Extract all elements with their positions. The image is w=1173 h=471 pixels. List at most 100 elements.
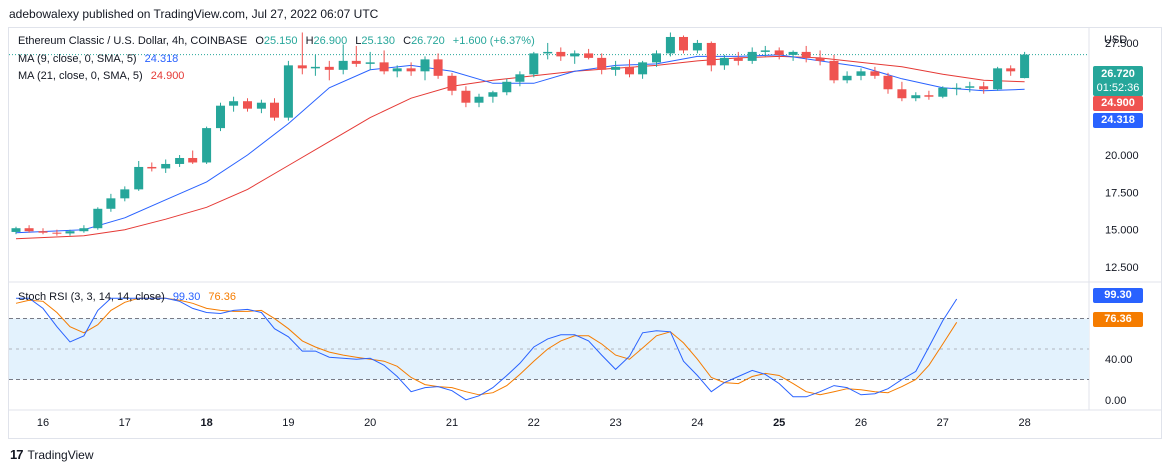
ohlc-close: C26.720: [403, 35, 445, 47]
candle-body: [625, 66, 635, 75]
candle-body: [938, 87, 948, 97]
ma21-badge: 24.900: [1093, 96, 1143, 111]
candle-body: [11, 228, 21, 232]
ma21-label: MA (21, close, 0, SMA, 5): [18, 70, 143, 82]
candle-body: [79, 228, 89, 232]
candle-body: [719, 57, 729, 66]
candle-body: [134, 166, 144, 190]
time-tick-label: 27: [937, 417, 949, 429]
time-tick-label: 21: [446, 417, 458, 429]
candle-body: [52, 232, 62, 234]
candle-body: [897, 89, 907, 99]
price-tick-label: 27.500: [1105, 38, 1139, 50]
price-legend: Ethereum Classic / U.S. Dollar, 4h, COIN…: [18, 35, 540, 47]
candle-body: [147, 166, 157, 169]
stoch-tick-label: 40.00: [1105, 354, 1133, 366]
ohlc-open: O25.150: [255, 35, 298, 47]
candle-body: [883, 75, 893, 90]
ohlc-high: H26.900: [305, 35, 348, 47]
candle-body: [488, 92, 498, 97]
stoch-k-line: [16, 297, 958, 401]
chart-frame: [8, 27, 1162, 439]
ma9-line: [15, 54, 1025, 234]
stoch-label: Stoch RSI (3, 3, 14, 14, close): [18, 291, 165, 303]
price-tick-label: 17.500: [1105, 187, 1139, 199]
candle-body: [801, 51, 811, 58]
candle-body: [161, 163, 171, 169]
time-tick-label: 19: [282, 417, 294, 429]
symbol-title: Ethereum Classic / U.S. Dollar, 4h, COIN…: [18, 35, 248, 47]
candle-body: [747, 51, 757, 61]
candle-body: [611, 66, 621, 70]
tradingview-logo-icon: 17: [10, 447, 24, 462]
candle-body: [733, 57, 743, 61]
ma9-label: MA (9, close, 0, SMA, 5): [18, 53, 137, 65]
time-tick-label: 18: [200, 417, 212, 429]
candle-body: [447, 75, 457, 91]
candle-body: [338, 60, 348, 70]
candle-body: [310, 66, 320, 69]
candle-body: [993, 68, 1003, 90]
candle-body: [24, 228, 34, 232]
candle-body: [924, 95, 934, 97]
publisher-text: adebowalexy published on TradingView.com…: [9, 7, 379, 21]
time-tick-label: 20: [364, 417, 376, 429]
time-tick-label: 26: [855, 417, 867, 429]
footer: 17 TradingView: [10, 447, 94, 462]
candle-body: [406, 68, 416, 72]
candle-body: [216, 105, 226, 129]
candle-body: [1006, 68, 1016, 72]
time-tick-label: 17: [119, 417, 131, 429]
candle-body: [283, 65, 293, 118]
candle-body: [815, 57, 825, 61]
candle-body: [188, 157, 198, 163]
candle-body: [692, 42, 702, 51]
stoch-d-value: 76.36: [208, 291, 236, 303]
ma21-value: 24.900: [150, 70, 185, 82]
candle-body: [965, 86, 975, 88]
candle-body: [638, 62, 648, 75]
candle-body: [952, 87, 962, 89]
time-tick-label: 23: [609, 417, 621, 429]
candle-body: [324, 66, 334, 70]
time-tick-label: 24: [691, 417, 703, 429]
stoch-d-badge: 76.36: [1093, 312, 1143, 327]
candle-body: [665, 36, 675, 54]
currency-label: USD: [1104, 34, 1128, 46]
candle-body: [556, 51, 566, 57]
candle-body: [597, 57, 607, 70]
ma9-legend: MA (9, close, 0, SMA, 5) 24.318: [18, 53, 183, 65]
candle-body: [529, 53, 539, 75]
candle-body: [38, 231, 48, 233]
candle-body: [678, 36, 688, 51]
current-price-badge: 26.720 01:52:36: [1093, 66, 1143, 96]
candle-body: [243, 101, 252, 109]
candle-body: [760, 50, 770, 52]
candle-body: [870, 71, 880, 76]
ma21-legend: MA (21, close, 0, SMA, 5) 24.900: [18, 70, 189, 82]
candle-body: [706, 42, 716, 66]
time-tick-label: 28: [1018, 417, 1030, 429]
stoch-k-value: 99.30: [172, 291, 201, 303]
candle-body: [269, 102, 279, 118]
publisher-line: adebowalexy published on TradingView.com…: [9, 7, 378, 21]
time-tick-label: 22: [528, 417, 540, 429]
current-price: 26.720: [1101, 68, 1135, 80]
candle-body: [774, 50, 784, 55]
candle-body: [461, 90, 471, 103]
ma9-value: 24.318: [144, 53, 179, 65]
candle-body: [433, 59, 443, 76]
time-tick-label: 25: [773, 417, 785, 429]
price-tick-label: 15.000: [1105, 225, 1139, 237]
candle-body: [420, 59, 430, 72]
stoch-k-badge: 99.30: [1093, 288, 1143, 303]
candle-body: [351, 60, 361, 64]
price-tick-label: 20.000: [1105, 150, 1139, 162]
candle-body: [229, 101, 239, 106]
stoch-legend: Stoch RSI (3, 3, 14, 14, close) 99.30 76…: [18, 291, 241, 303]
ohlc-low: L25.130: [355, 35, 396, 47]
candle-body: [392, 68, 402, 72]
candle-body: [297, 65, 307, 69]
candle-body: [652, 53, 661, 63]
